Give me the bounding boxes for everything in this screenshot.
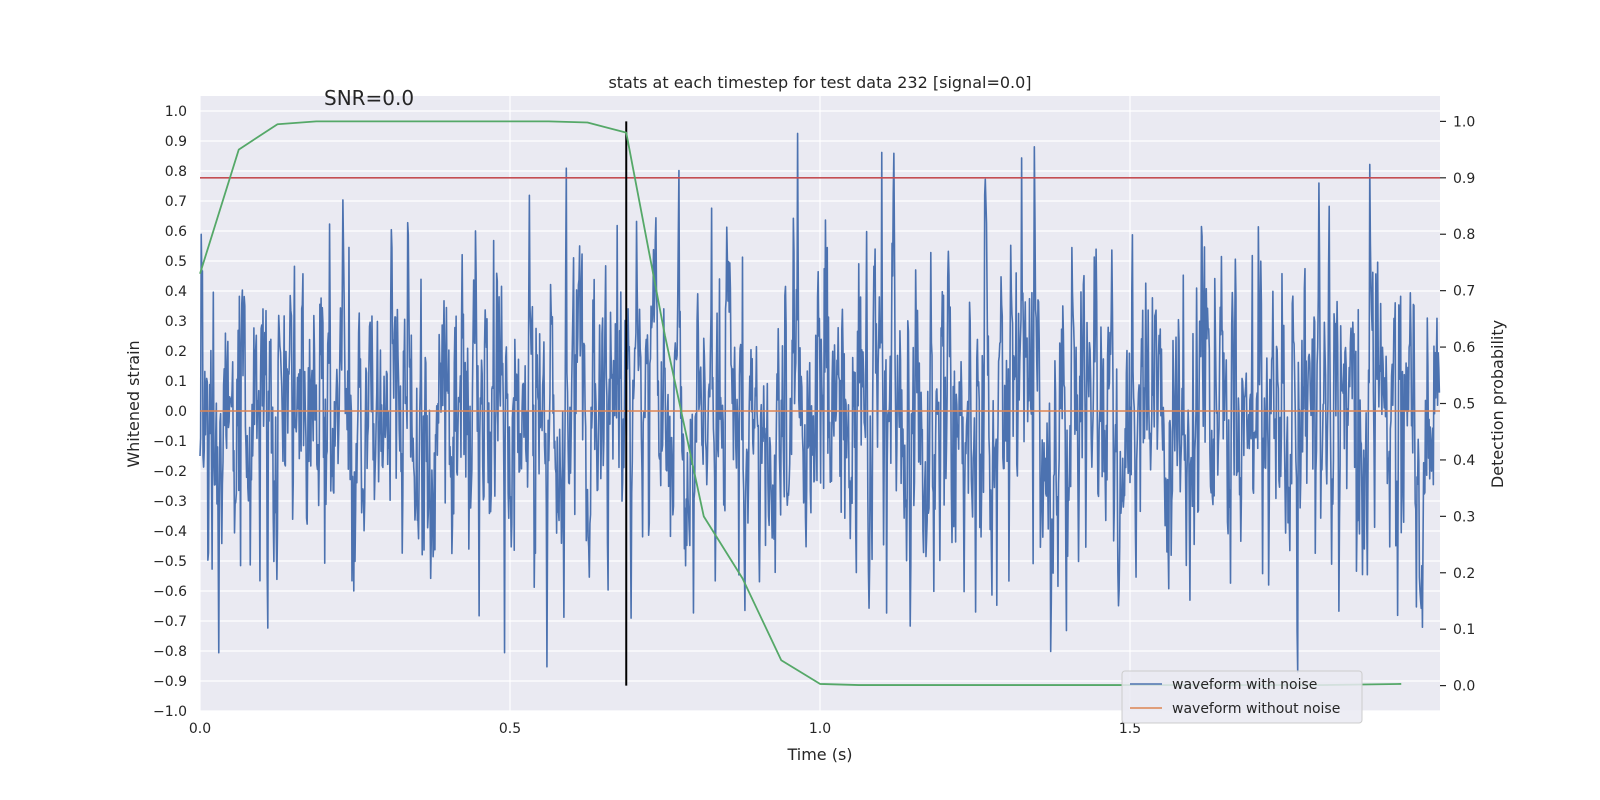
snr-annotation: SNR=0.0 <box>324 86 414 110</box>
chart-title: stats at each timestep for test data 232… <box>608 73 1031 92</box>
y-right-tick-label: 0.1 <box>1453 622 1475 638</box>
y-left-tick-label: −0.7 <box>153 614 187 630</box>
x-tick-label: 1.5 <box>1119 721 1141 737</box>
y-left-tick-label: 1.0 <box>165 104 187 120</box>
series-waveform-with-noise <box>199 132 1441 673</box>
y-left-tick-label: −0.3 <box>153 494 187 510</box>
y-left-tick-label: 0.0 <box>165 404 187 420</box>
y-left-tick-label: −0.8 <box>153 644 187 660</box>
y-left-tick-label: −0.6 <box>153 584 187 600</box>
y-right-tick-label: 1.0 <box>1453 114 1475 130</box>
y-right-tick-label: 0.7 <box>1453 284 1475 300</box>
y-right-tick-label: 0.9 <box>1453 171 1475 187</box>
y-left-tick-label: −0.1 <box>153 434 187 450</box>
x-tick-label: 0.0 <box>189 721 211 737</box>
y-axis-label-right: Detection probability <box>1488 320 1507 488</box>
y-right-tick-label: 0.2 <box>1453 566 1475 582</box>
y-right-tick-label: 0.6 <box>1453 340 1475 356</box>
y-left-tick-label: −0.5 <box>153 554 187 570</box>
axis-ticks: 1.0 0.9 0.8 0.7 0.6 0.5 0.4 0.3 0.2 0.1 0.0 −0.1 −0.… <box>153 104 1475 737</box>
y-left-tick-label: 0.4 <box>165 284 187 300</box>
y-left-tick-label: 0.7 <box>165 194 187 210</box>
y-right-tick-label: 0.0 <box>1453 679 1475 695</box>
y-axis-label-left: Whitened strain <box>124 340 143 467</box>
x-tick-label: 1.0 <box>809 721 831 737</box>
y-left-tick-label: −0.4 <box>153 524 187 540</box>
y-right-tick-label: 0.8 <box>1453 227 1475 243</box>
y-left-tick-label: 0.8 <box>165 164 187 180</box>
y-left-tick-label: 0.3 <box>165 314 187 330</box>
noise-series <box>199 132 1441 673</box>
y-right-tick-label: 0.5 <box>1453 397 1475 413</box>
y-right-tick-label: 0.3 <box>1453 509 1475 525</box>
y-left-tick-label: −0.9 <box>153 674 187 690</box>
x-tick-label: 0.5 <box>499 721 521 737</box>
x-axis-label: Time (s) <box>786 745 852 764</box>
legend-label-clean: waveform without noise <box>1172 701 1340 717</box>
y-left-tick-label: −0.2 <box>153 464 187 480</box>
y-left-tick-label: 0.1 <box>165 374 187 390</box>
legend: waveform with noise waveform without noi… <box>1121 670 1363 724</box>
y-left-tick-label: 0.5 <box>165 254 187 270</box>
y-left-tick-label: −1.0 <box>153 704 187 720</box>
y-right-tick-label: 0.4 <box>1453 453 1475 469</box>
legend-box <box>1121 670 1363 724</box>
y-left-tick-label: 0.6 <box>165 224 187 240</box>
y-left-tick-label: 0.2 <box>165 344 187 360</box>
legend-label-noise: waveform with noise <box>1172 677 1317 693</box>
y-left-tick-label: 0.9 <box>165 134 187 150</box>
